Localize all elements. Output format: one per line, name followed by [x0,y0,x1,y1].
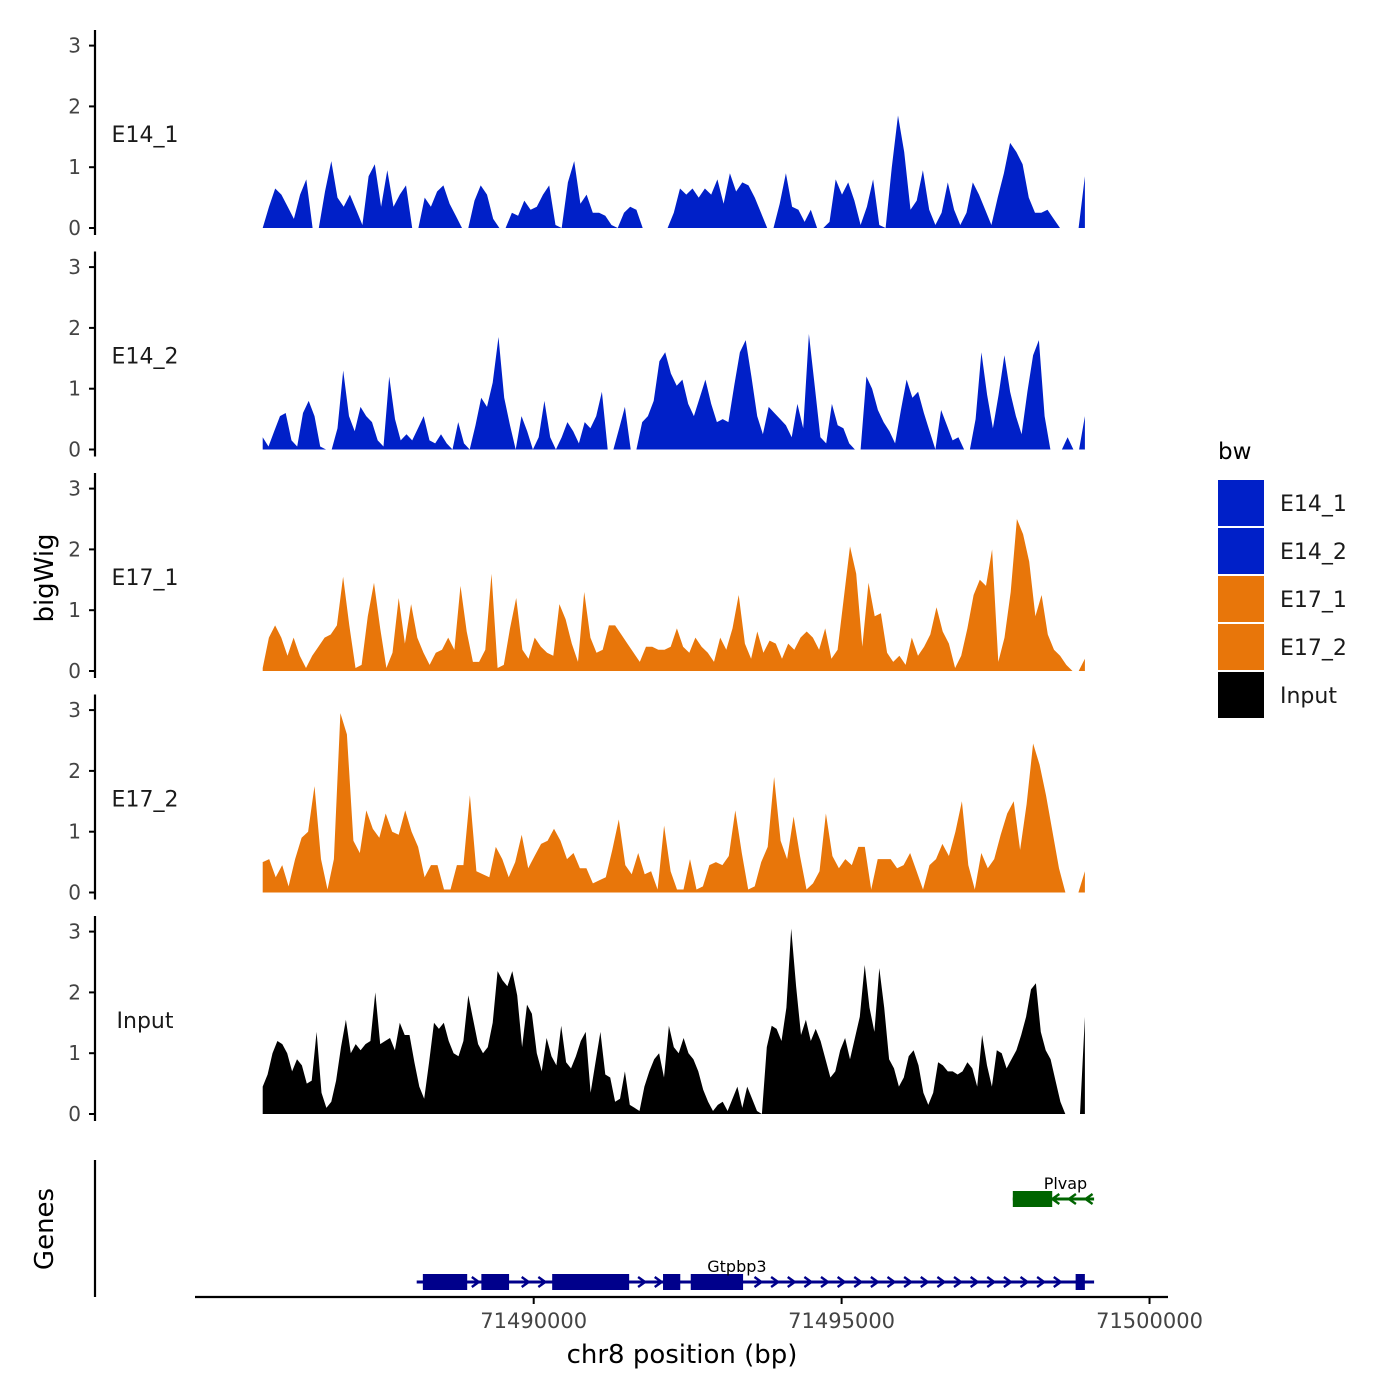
y-tick-label: 0 [68,1102,81,1126]
strand-arrow [836,1276,847,1288]
gene-exon [422,1274,468,1290]
legend-swatch-E14_2 [1218,528,1264,574]
x-axis-title: chr8 position (bp) [567,1340,798,1370]
strand-arrow [969,1276,980,1288]
legend-swatch-E14_1 [1218,480,1264,526]
strand-arrow [520,1276,531,1288]
x-tick-label: 71490000 [480,1309,587,1333]
track-E17_1: 0 1 2 3 E17_1 [68,473,1085,683]
track-E14_2: 0 1 2 3 E14_2 [68,251,1085,462]
y-tick-label: 1 [68,598,81,622]
y-tick-label: 3 [68,477,81,501]
strand-arrow [1050,1193,1060,1205]
genes-panel: Plvap Gtpbp3 [93,1160,1095,1297]
legend-title: bw [1218,439,1251,465]
gene-exon [1012,1191,1053,1207]
legend: bw E14_1 E14_2 E17_1 E17_2 Input [1218,439,1347,718]
y-tick-label: 2 [68,316,81,340]
track-label: E17_2 [112,788,179,813]
y-tick-label: 1 [68,377,81,401]
legend-label: Input [1280,684,1337,709]
gene-exon [481,1274,510,1290]
gene-Plvap: Plvap [1012,1174,1095,1207]
y-tick-label: 1 [68,1041,81,1065]
strand-arrow [1083,1193,1094,1205]
strand-arrow [803,1276,814,1288]
strand-arrow [654,1276,664,1288]
legend-label: E14_2 [1280,540,1347,565]
y-tick-label: 0 [68,659,81,683]
y-axis-title: bigWig [30,533,60,622]
y-tick-label: 3 [68,698,81,722]
gene-exon [1075,1274,1085,1290]
gene-label: Plvap [1044,1174,1088,1193]
track-E17_2: 0 1 2 3 E17_2 [68,694,1085,905]
y-tick-label: 0 [68,216,81,240]
y-tick-label: 3 [68,920,81,944]
track-area-E14_1 [262,115,1085,228]
gene-label: Gtpbp3 [707,1257,766,1276]
strand-arrow [936,1276,947,1288]
gene-exon [663,1274,681,1290]
legend-label: E17_1 [1280,588,1347,613]
legend-label: E14_1 [1280,492,1347,517]
strand-arrow [1019,1276,1030,1288]
gene-Gtpbp3: Gtpbp3 [416,1257,1095,1290]
y-tick-label: 2 [68,980,81,1004]
y-tick-label: 2 [68,759,81,783]
legend-swatch-E17_2 [1218,624,1264,670]
bigwig-tracks: 0 1 2 3 E14_1 0 1 2 3 E14_2 0 1 2 3 E17_1 0 1 2 3 E17_2 0 1 2 3… [68,30,1085,1126]
y-tick-label: 0 [68,881,81,905]
track-area-E17_1 [262,519,1085,671]
track-area-Input [262,928,1085,1114]
strand-arrow [870,1276,880,1288]
y-tick-label: 0 [68,438,81,462]
strand-arrow [1036,1276,1047,1288]
strand-arrow [953,1276,964,1288]
y-tick-label: 3 [68,34,81,58]
legend-label: E17_2 [1280,636,1347,661]
strand-arrow [471,1276,481,1288]
strand-arrow [787,1276,797,1288]
y-tick-label: 2 [68,94,81,118]
strand-arrow [886,1276,897,1288]
x-tick-label: 71495000 [788,1309,895,1333]
track-label: E17_1 [112,566,179,591]
strand-arrow [753,1276,764,1288]
strand-arrow [853,1276,864,1288]
strand-arrow [820,1276,831,1288]
track-Input: 0 1 2 3 Input [68,916,1085,1126]
strand-arrow [537,1276,548,1288]
y-tick-label: 2 [68,537,81,561]
x-tick-label: 71500000 [1096,1309,1203,1333]
legend-swatch-E17_1 [1218,576,1264,622]
strand-arrow [903,1276,914,1288]
x-axis: 71490000 71495000 71500000 [195,1295,1203,1333]
strand-arrow [920,1276,930,1288]
strand-arrow [1053,1276,1063,1288]
gene-exon [690,1274,744,1290]
y-tick-label: 3 [68,255,81,279]
track-label: E14_2 [112,345,179,370]
legend-swatch-Input [1218,672,1264,718]
track-label: E14_1 [112,123,179,148]
track-area-E14_2 [262,334,1085,450]
track-area-E17_2 [262,713,1085,893]
y-tick-label: 1 [68,820,81,844]
strand-arrow [770,1276,781,1288]
genes-axis-title: Genes [30,1188,60,1270]
y-tick-label: 1 [68,155,81,179]
gene-exon [552,1274,630,1290]
strand-arrow [1003,1276,1013,1288]
strand-arrow [1066,1193,1077,1205]
track-label: Input [117,1009,174,1034]
strand-arrow [637,1276,648,1288]
track-E14_1: 0 1 2 3 E14_1 [68,30,1085,240]
strand-arrow [986,1276,997,1288]
